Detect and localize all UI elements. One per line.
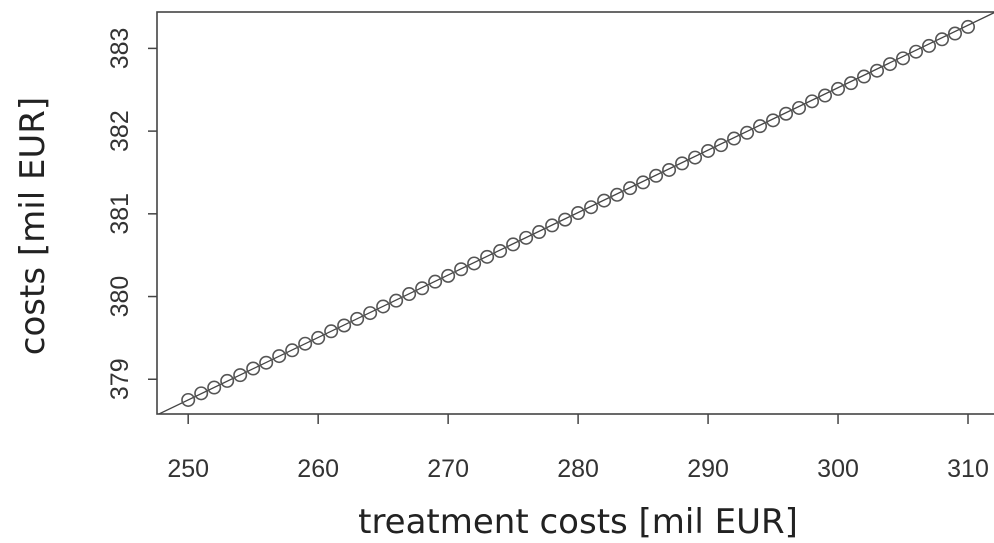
data-point — [779, 106, 794, 121]
data-point — [831, 81, 846, 96]
x-tick-label: 270 — [427, 455, 469, 483]
data-point — [337, 318, 352, 333]
y-tick-label: 383 — [106, 28, 134, 70]
data-point — [532, 225, 547, 240]
data-point — [272, 349, 287, 364]
data-point — [493, 244, 508, 259]
data-point — [415, 281, 430, 296]
data-point — [701, 143, 716, 158]
x-tick-label: 300 — [817, 455, 859, 483]
x-tick-label: 250 — [167, 455, 209, 483]
x-tick-label: 290 — [687, 455, 729, 483]
data-point — [584, 200, 599, 215]
y-tick-label: 382 — [106, 110, 134, 152]
data-point — [922, 38, 937, 53]
x-tick-label: 280 — [557, 455, 599, 483]
data-point — [857, 69, 872, 84]
data-point — [402, 287, 417, 302]
x-axis-title: treatment costs [mil EUR] — [358, 502, 798, 542]
data-point — [428, 274, 443, 289]
data-point — [480, 249, 495, 264]
data-point — [636, 175, 651, 190]
plot-frame — [156, 11, 994, 415]
data-point — [818, 88, 833, 103]
data-point — [363, 306, 378, 321]
data-point — [935, 32, 950, 47]
data-point — [311, 330, 326, 345]
data-point — [350, 311, 365, 326]
data-point — [545, 218, 560, 233]
data-point — [610, 187, 625, 202]
data-point — [558, 212, 573, 227]
data-point — [220, 373, 235, 388]
x-tick-label: 310 — [947, 455, 989, 483]
data-point — [870, 63, 885, 78]
y-tick-label: 381 — [106, 193, 134, 235]
data-point — [506, 237, 521, 252]
data-point — [597, 193, 612, 208]
data-point — [883, 57, 898, 72]
x-tick-label: 260 — [297, 455, 339, 483]
data-point — [285, 343, 300, 358]
data-point — [740, 125, 755, 140]
data-point — [623, 181, 638, 196]
data-point — [571, 206, 586, 221]
data-point — [792, 100, 807, 115]
data-point — [753, 119, 768, 134]
data-point — [194, 386, 209, 401]
data-point — [649, 168, 664, 183]
data-point — [259, 355, 274, 370]
data-point — [441, 268, 456, 283]
data-point — [233, 368, 248, 383]
data-point — [389, 293, 404, 308]
data-point — [961, 19, 976, 34]
data-point — [766, 113, 781, 128]
data-point — [727, 131, 742, 146]
data-point — [714, 138, 729, 153]
data-point — [467, 256, 482, 271]
y-tick-label: 380 — [106, 276, 134, 318]
data-point — [948, 26, 963, 41]
data-point — [519, 230, 534, 245]
fitted-line — [157, 12, 994, 414]
data-layer — [157, 12, 994, 414]
data-point — [454, 262, 469, 277]
data-point — [805, 94, 820, 109]
data-point — [675, 156, 690, 171]
data-point — [181, 392, 196, 407]
data-point — [324, 324, 339, 339]
data-point — [662, 162, 677, 177]
y-axis-title: costs [mil EUR] — [13, 97, 53, 355]
data-point — [207, 380, 222, 395]
data-point — [844, 76, 859, 91]
y-tick-label: 379 — [106, 358, 134, 400]
data-point — [909, 44, 924, 59]
data-point — [896, 51, 911, 66]
data-point — [298, 336, 313, 351]
data-point — [688, 150, 703, 165]
data-point — [246, 361, 261, 376]
data-point — [376, 299, 391, 314]
